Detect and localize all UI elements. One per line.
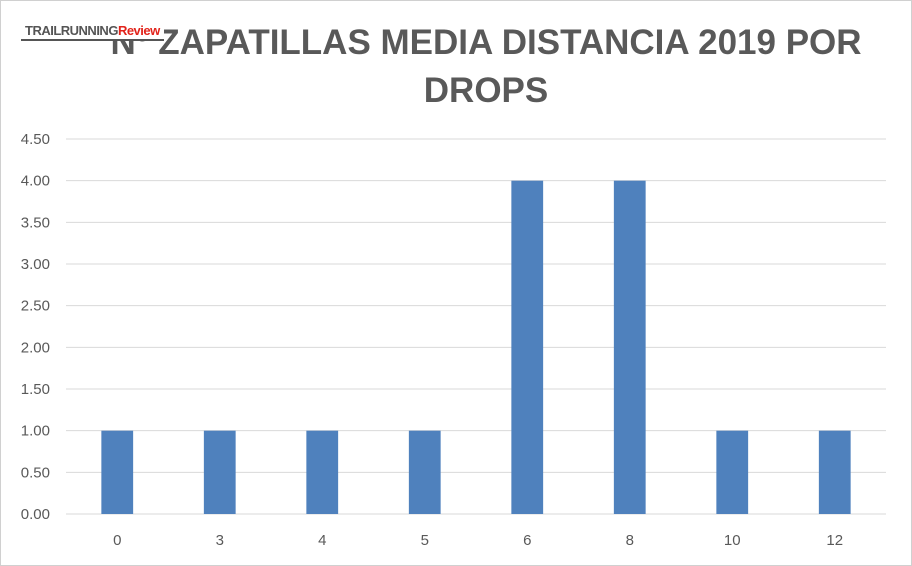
bar-0 — [101, 430, 134, 514]
x-tick-label: 0 — [113, 532, 121, 549]
trailrunning-review-logo: TRAILRUNNING Review — [21, 21, 164, 41]
logo-text-trailrunning: TRAILRUNNING — [25, 22, 118, 38]
y-tick-label: 2.50 — [21, 298, 50, 315]
y-tick-label: 3.00 — [21, 256, 50, 273]
bar-5 — [408, 430, 441, 514]
chart-title: Nº ZAPATILLAS MEDIA DISTANCIA 2019 POR D… — [110, 23, 862, 110]
bars — [101, 180, 851, 514]
bar-8 — [613, 180, 646, 514]
bar-10 — [716, 430, 749, 514]
y-tick-label: 4.50 — [21, 131, 50, 148]
x-tick-label: 10 — [724, 532, 741, 549]
y-tick-label: 1.00 — [21, 423, 50, 440]
x-tick-label: 3 — [216, 532, 224, 549]
bar-12 — [818, 430, 851, 514]
gridlines — [66, 138, 886, 515]
x-axis-tick-labels: 0 3 4 5 6 8 10 12 — [113, 532, 843, 549]
bar-4 — [306, 430, 339, 514]
x-tick-label: 12 — [826, 532, 843, 549]
bar-3 — [203, 430, 236, 514]
y-tick-label: 2.00 — [21, 339, 50, 356]
y-tick-label: 0.50 — [21, 464, 50, 481]
x-tick-label: 6 — [523, 532, 531, 549]
y-axis-tick-labels: 0.00 0.50 1.00 1.50 2.00 2.50 3.00 3.50 4.00 4.50 — [21, 131, 50, 523]
x-tick-label: 4 — [318, 532, 326, 549]
bar-6 — [511, 180, 544, 514]
y-tick-label: 4.00 — [21, 173, 50, 190]
y-tick-label: 3.50 — [21, 214, 50, 231]
y-tick-label: 1.50 — [21, 381, 50, 398]
y-tick-label: 0.00 — [21, 506, 50, 523]
x-tick-label: 8 — [626, 532, 634, 549]
logo-text-review: Review — [117, 22, 160, 38]
x-tick-label: 5 — [421, 532, 429, 549]
